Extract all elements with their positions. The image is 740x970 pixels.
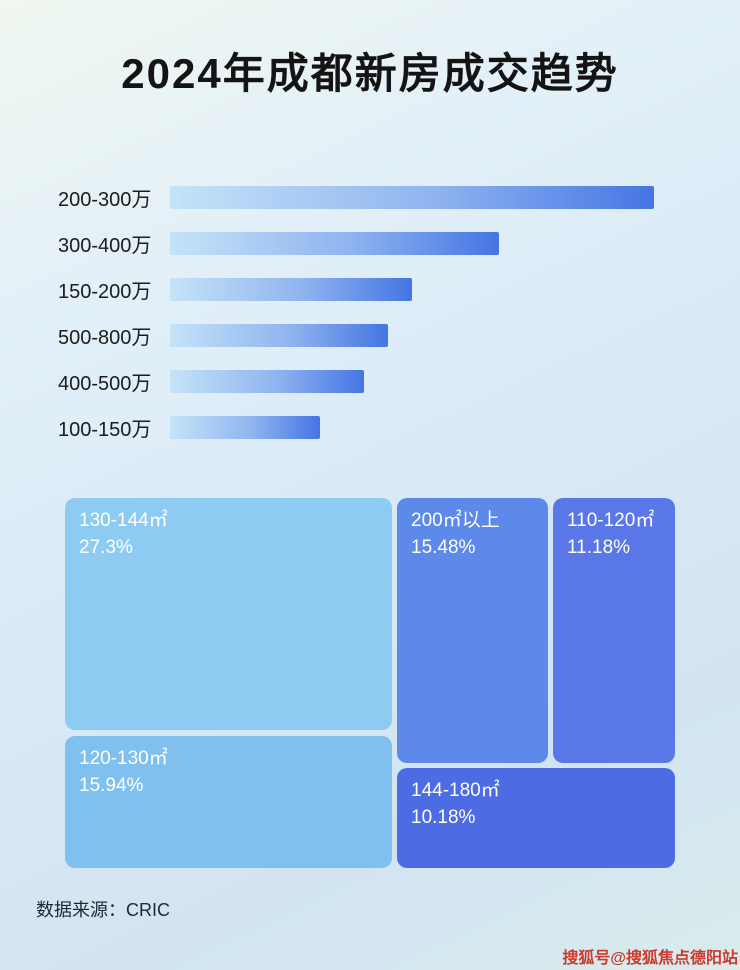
bar-track (170, 186, 654, 209)
bar-label: 200-300万 (58, 189, 152, 211)
treemap-block: 200㎡以上 15.48% (397, 498, 548, 763)
bar-row: 200-300万 (58, 186, 654, 211)
treemap-block-label: 110-120㎡ (567, 510, 655, 531)
treemap-block-value: 10.18% (411, 806, 476, 828)
treemap-block-value: 11.18% (567, 536, 631, 558)
bar-row: 150-200万 (58, 278, 654, 303)
treemap-block-label: 144-180㎡ (411, 780, 500, 801)
watermark-text: 搜狐号@搜狐焦点德阳站 (562, 950, 738, 967)
bar-track (170, 278, 654, 301)
data-source-note: 数据来源：CRIC (36, 900, 170, 920)
bar-row: 100-150万 (58, 416, 654, 441)
treemap-block-value: 27.3% (79, 536, 133, 558)
bar-track (170, 370, 654, 393)
treemap-block: 130-144㎡ 27.3% (65, 498, 392, 730)
bar-fill (170, 324, 388, 347)
treemap-block-label: 200㎡以上 (411, 510, 500, 531)
bar-label: 100-150万 (58, 419, 152, 441)
bar-fill (170, 370, 364, 393)
page-title: 2024年成都新房成交趋势 (121, 50, 619, 97)
bar-fill (170, 186, 654, 209)
bar-label: 150-200万 (58, 281, 152, 303)
treemap-block: 120-130㎡ 15.94% (65, 736, 392, 868)
treemap-block-label: 120-130㎡ (79, 748, 168, 769)
treemap-block-label: 130-144㎡ (79, 510, 168, 531)
bar-track (170, 324, 654, 347)
area-segment-treemap: 130-144㎡ 27.3% 120-130㎡ 15.94% 200㎡以上 15… (65, 498, 675, 868)
treemap-block: 110-120㎡ 11.18% (553, 498, 675, 763)
bar-fill (170, 416, 321, 439)
treemap-block: 144-180㎡ 10.18% (397, 768, 675, 868)
bar-fill (170, 232, 500, 255)
treemap-block-value: 15.48% (411, 536, 476, 558)
bar-row: 400-500万 (58, 370, 654, 395)
bar-track (170, 232, 654, 255)
bar-track (170, 416, 654, 439)
bar-row: 300-400万 (58, 232, 654, 257)
bar-row: 500-800万 (58, 324, 654, 349)
bar-label: 500-800万 (58, 327, 152, 349)
bar-label: 400-500万 (58, 373, 152, 395)
treemap-block-value: 15.94% (79, 774, 144, 796)
price-band-bar-chart: 200-300万 300-400万 150-200万 500-800万 400-… (58, 186, 654, 462)
bar-label: 300-400万 (58, 235, 152, 257)
bar-fill (170, 278, 412, 301)
